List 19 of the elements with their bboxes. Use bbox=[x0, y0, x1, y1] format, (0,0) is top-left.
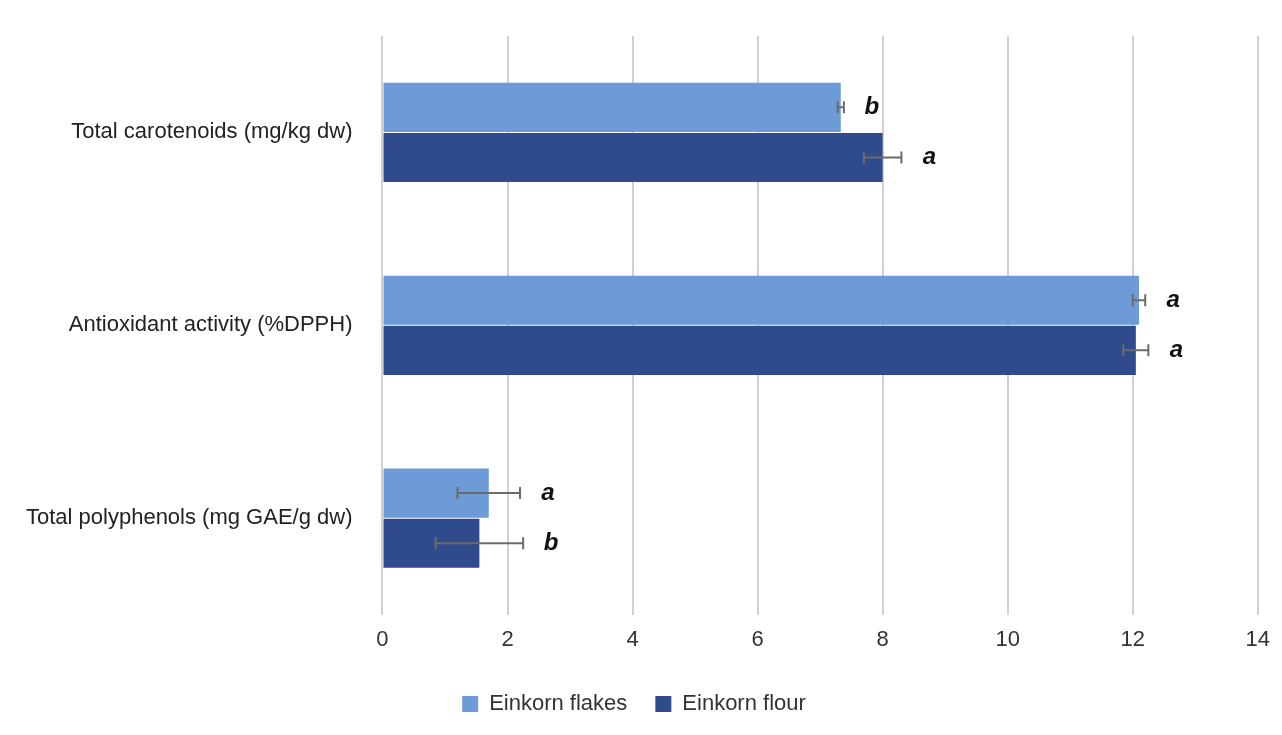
legend-label: Einkorn flakes bbox=[489, 690, 628, 716]
annotation: a bbox=[1169, 335, 1184, 362]
y-tick-label: Total polyphenols (mg GAE/g dw) bbox=[25, 504, 353, 530]
x-tick-label: 6 bbox=[751, 625, 764, 651]
x-tick-label: 12 bbox=[1120, 625, 1145, 651]
x-tick-label: 8 bbox=[876, 625, 889, 651]
annotation: b bbox=[864, 91, 880, 119]
annotation: a bbox=[1166, 284, 1180, 312]
annotation: b bbox=[543, 527, 559, 555]
annotation: a bbox=[922, 142, 937, 170]
x-tick-label: 2 bbox=[501, 625, 514, 651]
x-tick-label: 4 bbox=[626, 625, 639, 651]
legend-label: Einkorn flour bbox=[682, 690, 806, 716]
annotation: a bbox=[541, 477, 555, 505]
x-tick-label: 10 bbox=[995, 625, 1020, 651]
y-tick-label: Antioxidant activity (%DPPH) bbox=[68, 311, 353, 337]
y-tick-label: Total carotenoids (mg/kg dw) bbox=[71, 118, 353, 144]
x-tick-label: 0 bbox=[376, 625, 389, 651]
x-tick-label: 14 bbox=[1245, 625, 1271, 651]
